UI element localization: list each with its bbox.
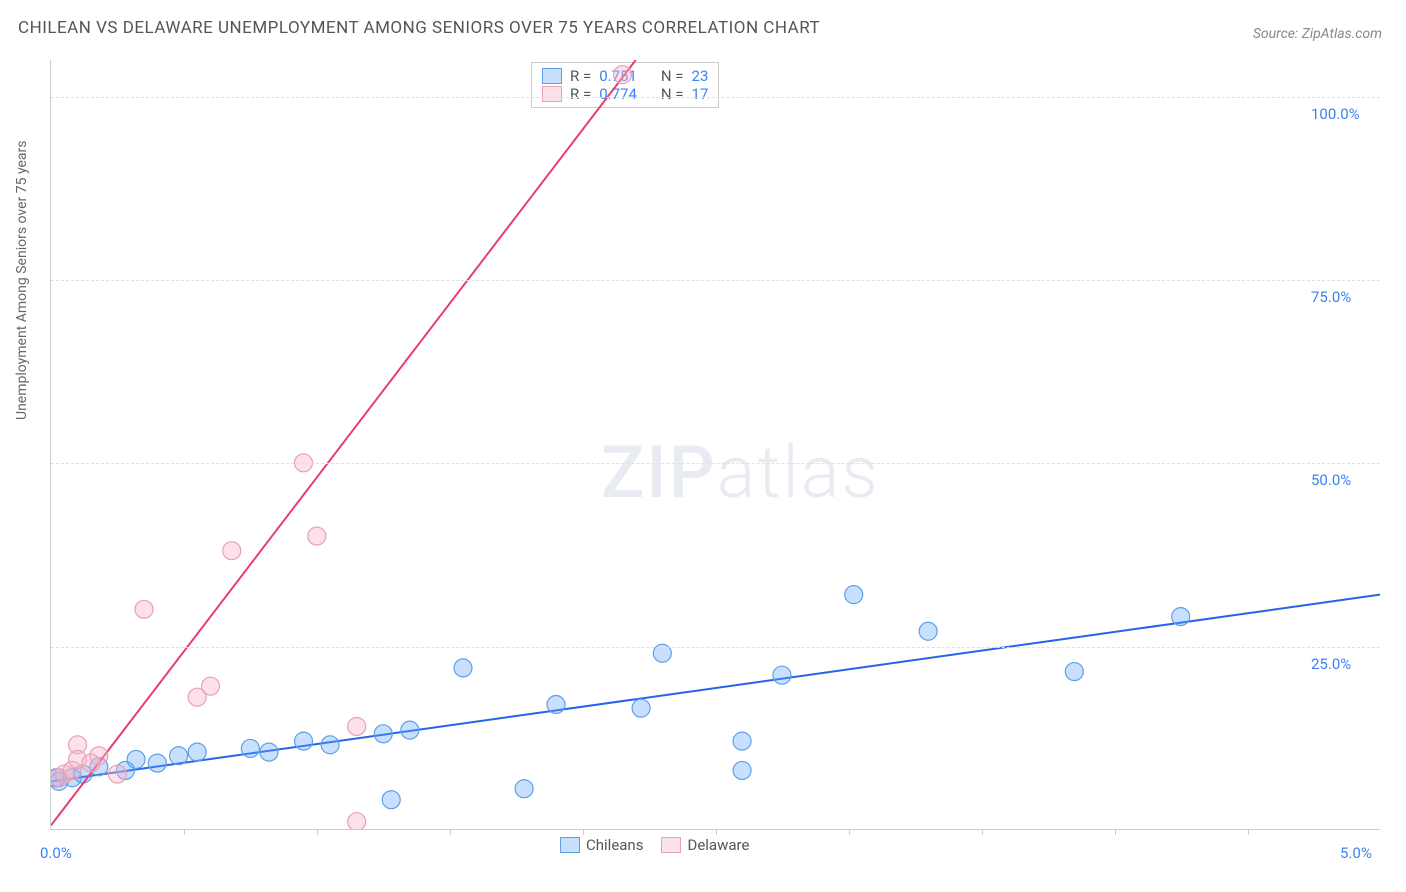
legend-item: Chileans	[560, 836, 643, 854]
data-point	[308, 527, 326, 545]
data-point	[295, 732, 313, 750]
data-point	[108, 765, 126, 783]
legend-label: Chileans	[586, 836, 643, 854]
series-legend: Chileans Delaware	[560, 836, 749, 854]
r-label: R =	[570, 85, 591, 103]
x-minor-tick	[716, 829, 717, 835]
data-point	[148, 754, 166, 772]
n-label: N =	[661, 85, 684, 103]
grid-line-h	[51, 647, 1380, 648]
data-point	[382, 791, 400, 809]
data-point	[374, 725, 392, 743]
grid-line-h	[51, 97, 1380, 98]
data-point	[127, 750, 145, 768]
data-point	[69, 736, 87, 754]
data-point	[82, 754, 100, 772]
y-tick-label: 25.0%	[1311, 655, 1351, 673]
data-point	[51, 769, 65, 787]
data-point	[454, 659, 472, 677]
x-axis-max-label: 5.0%	[1340, 844, 1372, 862]
data-point	[733, 732, 751, 750]
x-axis-min-label: 0.0%	[40, 844, 72, 862]
y-tick-label: 100.0%	[1311, 105, 1360, 123]
stats-legend-row: R = 0.774 N = 17	[542, 85, 708, 103]
grid-line-h	[51, 463, 1380, 464]
plot-area: ZIPatlas R = 0.751 N = 23 R = 0.774 N = 17 25.0…	[50, 60, 1380, 830]
x-minor-tick	[982, 829, 983, 835]
data-point	[201, 677, 219, 695]
chart-svg	[51, 60, 1380, 829]
data-point	[90, 747, 108, 765]
legend-swatch	[542, 68, 562, 84]
legend-label: Delaware	[687, 836, 749, 854]
x-minor-tick	[450, 829, 451, 835]
data-point	[135, 600, 153, 618]
source-attribution: Source: ZipAtlas.com	[1253, 26, 1382, 42]
x-minor-tick	[184, 829, 185, 835]
data-point	[515, 780, 533, 798]
data-point	[74, 765, 92, 783]
data-point	[223, 542, 241, 560]
trend-line	[51, 595, 1380, 782]
data-point	[55, 765, 73, 783]
data-point	[188, 743, 206, 761]
watermark-logo: ZIPatlas	[601, 430, 880, 515]
data-point	[51, 769, 68, 787]
data-point	[919, 622, 937, 640]
x-minor-tick	[317, 829, 318, 835]
n-value: 17	[692, 85, 709, 103]
r-value: 0.774	[599, 85, 637, 103]
data-point	[321, 736, 339, 754]
x-minor-tick	[1248, 829, 1249, 835]
legend-swatch	[661, 837, 681, 853]
data-point	[845, 586, 863, 604]
legend-swatch	[560, 837, 580, 853]
data-point	[773, 666, 791, 684]
legend-swatch	[542, 86, 562, 102]
data-point	[401, 721, 419, 739]
data-point	[348, 717, 366, 735]
data-point	[188, 688, 206, 706]
y-tick-label: 50.0%	[1311, 471, 1351, 489]
trend-line	[51, 60, 636, 825]
data-point	[241, 739, 259, 757]
y-tick-label: 75.0%	[1311, 288, 1351, 306]
stats-legend-row: R = 0.751 N = 23	[542, 67, 708, 85]
data-point	[733, 761, 751, 779]
data-point	[547, 696, 565, 714]
data-point	[348, 813, 366, 829]
data-point	[90, 758, 108, 776]
data-point	[1065, 663, 1083, 681]
legend-item: Delaware	[661, 836, 749, 854]
x-minor-tick	[849, 829, 850, 835]
data-point	[63, 769, 81, 787]
r-label: R =	[570, 67, 591, 85]
data-point	[170, 747, 188, 765]
data-point	[1172, 608, 1190, 626]
stats-legend: R = 0.751 N = 23 R = 0.774 N = 17	[531, 62, 719, 108]
n-label: N =	[661, 67, 684, 85]
data-point	[63, 761, 81, 779]
y-axis-label: Unemployment Among Seniors over 75 years	[14, 141, 30, 421]
data-point	[116, 761, 134, 779]
grid-line-h	[51, 280, 1380, 281]
data-point	[51, 772, 68, 790]
n-value: 23	[692, 67, 709, 85]
x-minor-tick	[583, 829, 584, 835]
x-minor-tick	[1115, 829, 1116, 835]
data-point	[260, 743, 278, 761]
data-point	[632, 699, 650, 717]
data-point	[69, 750, 87, 768]
chart-title: CHILEAN VS DELAWARE UNEMPLOYMENT AMONG S…	[18, 18, 820, 38]
r-value: 0.751	[599, 67, 637, 85]
